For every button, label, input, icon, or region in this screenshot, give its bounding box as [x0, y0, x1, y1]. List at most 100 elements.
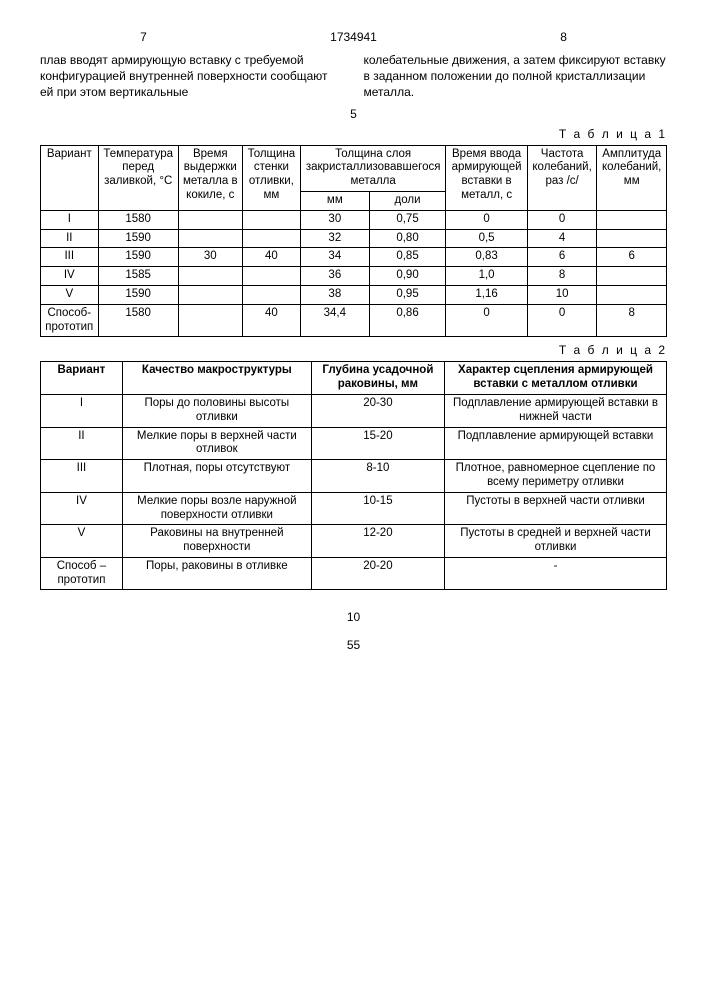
t1-h-amp: Амплитуда колебаний, мм	[597, 145, 667, 210]
table-cell: Плотная, поры отсутствуют	[122, 460, 311, 493]
table-cell: Мелкие поры в верхней части отливок	[122, 427, 311, 460]
table-cell: 34,4	[300, 304, 369, 337]
table-cell: 1580	[98, 304, 178, 337]
table-row: II1590 320,800,54	[41, 229, 667, 248]
table-cell: 30	[178, 248, 242, 267]
t1-h-hold: Время выдержки металла в кокиле, с	[178, 145, 242, 210]
para-left: плав вводят армирующую вставку с требуем…	[40, 52, 344, 101]
table-cell: Способ – прототип	[41, 557, 123, 590]
t1-h-wall: Толщина стенки отливки, мм	[242, 145, 300, 210]
t1-h-temp: Температура перед заливкой, °С	[98, 145, 178, 210]
table-cell: II	[41, 427, 123, 460]
table-cell: 0,90	[369, 267, 446, 286]
table-cell: Раковины на внутренней поверхности	[122, 525, 311, 558]
table-cell: 6	[527, 248, 597, 267]
table-cell: 0,5	[446, 229, 527, 248]
table-cell	[242, 229, 300, 248]
table-cell: 1590	[98, 285, 178, 304]
table-cell: III	[41, 248, 99, 267]
table-cell: 20-20	[311, 557, 444, 590]
table-cell: 1590	[98, 229, 178, 248]
table-cell: 20-30	[311, 394, 444, 427]
table-cell: 8-10	[311, 460, 444, 493]
table-cell: 32	[300, 229, 369, 248]
table-cell: II	[41, 229, 99, 248]
table-cell: 15-20	[311, 427, 444, 460]
page-num-right: 8	[460, 30, 667, 44]
t2-h-quality: Качество макроструктуры	[122, 362, 311, 395]
table-cell: 1,16	[446, 285, 527, 304]
table-cell: 0,85	[369, 248, 446, 267]
table-cell	[242, 267, 300, 286]
table-cell: Пустоты в верхней части отливки	[444, 492, 666, 525]
table-cell: 1580	[98, 210, 178, 229]
table-cell: Подплавление армирующей вставки	[444, 427, 666, 460]
table-cell	[178, 304, 242, 337]
table-cell: 10	[527, 285, 597, 304]
table-row: Способ-прототип15804034,40,86008	[41, 304, 667, 337]
table-cell: 1,0	[446, 267, 527, 286]
table-cell: Поры, раковины в отливке	[122, 557, 311, 590]
table-cell: 1585	[98, 267, 178, 286]
table-cell	[242, 210, 300, 229]
page-header: 7 1734941 8	[40, 30, 667, 44]
paragraph-columns: плав вводят армирующую вставку с требуем…	[40, 52, 667, 101]
table-cell	[178, 285, 242, 304]
table-cell: Подплавление армирующей вставки в нижней…	[444, 394, 666, 427]
t2-h-bond: Характер сцепления армирующей вставки с …	[444, 362, 666, 395]
table-cell: Способ-прототип	[41, 304, 99, 337]
table-cell: IV	[41, 492, 123, 525]
table-cell: 4	[527, 229, 597, 248]
table-cell: 0	[446, 210, 527, 229]
table-row: III15903040340,850,8366	[41, 248, 667, 267]
t1-h-mm: мм	[300, 191, 369, 210]
t1-h-layer: Толщина слоя закристаллизовавшегося мета…	[300, 145, 445, 191]
table-cell: 0,75	[369, 210, 446, 229]
table-cell: 40	[242, 304, 300, 337]
table-cell	[597, 210, 667, 229]
table-cell: 38	[300, 285, 369, 304]
table-cell: 0,83	[446, 248, 527, 267]
t1-h-doli: доли	[369, 191, 446, 210]
table-cell: Пустоты в средней и верхней части отливк…	[444, 525, 666, 558]
table-cell	[597, 285, 667, 304]
t1-h-variant: Вариант	[41, 145, 99, 210]
table-cell: 30	[300, 210, 369, 229]
table-2: Вариант Качество макроструктуры Глубина …	[40, 361, 667, 590]
table-cell	[178, 267, 242, 286]
table-cell: Плотное, равномерное сцепление по всему …	[444, 460, 666, 493]
table-row: IIIПлотная, поры отсутствуют8-10Плотное,…	[41, 460, 667, 493]
table-cell: Поры до половины высоты отливки	[122, 394, 311, 427]
table2-label: Т а б л и ц а 2	[40, 343, 667, 357]
table-cell: 0,86	[369, 304, 446, 337]
table-row: IV1585360,901,08	[41, 267, 667, 286]
table-cell: Мелкие поры возле наружной поверхности о…	[122, 492, 311, 525]
table-cell: III	[41, 460, 123, 493]
table-cell: I	[41, 210, 99, 229]
t1-h-time: Время ввода армирующей вставки в металл,…	[446, 145, 527, 210]
table-cell: IV	[41, 267, 99, 286]
para-right: колебательные движения, а затем фиксирую…	[364, 52, 668, 101]
table-cell: 0,80	[369, 229, 446, 248]
table-cell: 12-20	[311, 525, 444, 558]
table-cell: V	[41, 525, 123, 558]
table-row: IПоры до половины высоты отливки20-30Под…	[41, 394, 667, 427]
line-marker-55: 55	[40, 638, 667, 652]
table-cell: I	[41, 394, 123, 427]
table-cell	[178, 210, 242, 229]
page-num-left: 7	[40, 30, 247, 44]
table-1: Вариант Температура перед заливкой, °С В…	[40, 145, 667, 338]
table-cell: 8	[527, 267, 597, 286]
table-cell: 0,95	[369, 285, 446, 304]
table-cell	[242, 285, 300, 304]
table1-label: Т а б л и ц а 1	[40, 127, 667, 141]
t2-h-variant: Вариант	[41, 362, 123, 395]
footer-numbers: 10 55	[40, 610, 667, 652]
table-row: Способ – прототипПоры, раковины в отливк…	[41, 557, 667, 590]
table-cell: 6	[597, 248, 667, 267]
table-cell: 0	[446, 304, 527, 337]
table-cell: -	[444, 557, 666, 590]
table-cell: 0	[527, 304, 597, 337]
table-row: IVМелкие поры возле наружной поверхности…	[41, 492, 667, 525]
table-cell: V	[41, 285, 99, 304]
